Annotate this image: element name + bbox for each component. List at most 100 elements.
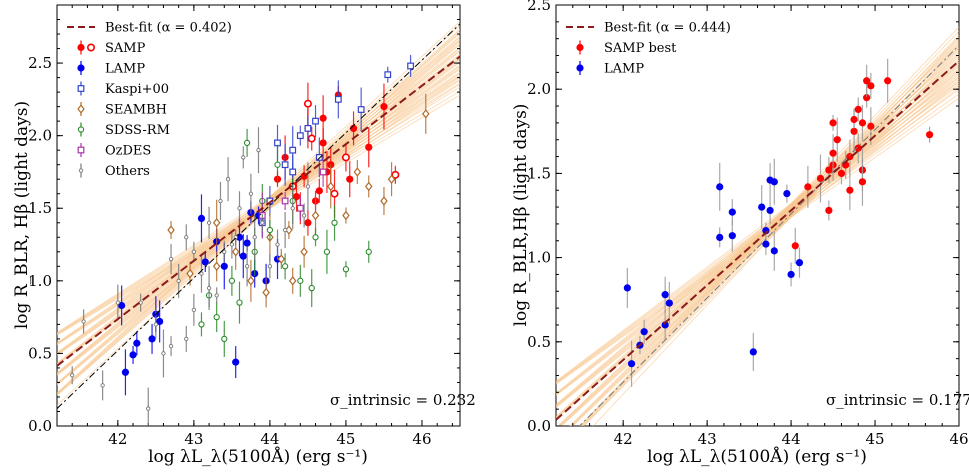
data-point <box>201 258 209 266</box>
data-point <box>275 242 280 247</box>
data-point <box>281 197 289 205</box>
data-point <box>292 193 301 201</box>
left-y-axis-label: log R_BLR, Hβ (light days) <box>12 101 32 329</box>
legend-label: OzDES <box>105 144 151 159</box>
bootstrap-fit-line <box>57 38 460 374</box>
data-point <box>121 368 130 376</box>
y-tick-label: 2.5 <box>527 0 551 14</box>
data-point <box>161 351 166 356</box>
data-point <box>716 183 724 191</box>
data-point <box>804 183 812 191</box>
data-point <box>308 284 315 292</box>
data-point <box>326 181 335 192</box>
data-point <box>833 136 841 144</box>
data-point <box>243 239 251 247</box>
x-tick-label: 46 <box>412 430 431 448</box>
data-point <box>282 227 288 233</box>
data-point <box>312 234 319 241</box>
data-point <box>728 232 736 240</box>
data-point <box>236 299 243 306</box>
data-point <box>319 114 327 122</box>
data-point <box>422 109 430 119</box>
data-point <box>77 85 85 92</box>
data-point <box>311 210 320 221</box>
x-tick-label: 44 <box>782 430 801 448</box>
y-tick-label: 0.5 <box>28 344 52 362</box>
data-point <box>148 335 156 343</box>
data-point <box>77 104 85 114</box>
data-point <box>191 249 197 254</box>
data-point <box>867 82 875 90</box>
data-point <box>213 313 220 321</box>
x-tick-label: 42 <box>614 430 633 448</box>
right-sigma-annotation: σ_intrinsic = 0.177 <box>826 391 969 409</box>
data-point <box>307 134 316 143</box>
data-point <box>716 233 724 241</box>
data-point <box>206 285 212 291</box>
right-panel: 42 43 44 45 46 0.0 0.5 1.0 1.5 2.0 2.5 Best-fit (α… <box>511 0 969 467</box>
data-point <box>319 168 327 176</box>
data-point <box>850 115 858 124</box>
data-point <box>783 190 791 198</box>
data-point <box>304 219 312 227</box>
data-point <box>300 247 308 257</box>
left-panel: 42 43 44 45 46 0.0 0.5 1.0 1.5 2.0 2.5 Best-fit (α… <box>12 4 476 467</box>
data-point <box>323 248 331 255</box>
left-x-axis-label: log λL_λ(5100Å) (erg s⁻¹) <box>148 446 368 467</box>
data-point <box>342 210 350 221</box>
data-point <box>346 175 354 183</box>
left-fit-line <box>57 23 460 409</box>
data-point <box>854 105 862 114</box>
x-tick-label: 42 <box>108 430 127 448</box>
data-point <box>850 127 858 135</box>
data-point <box>197 214 206 223</box>
data-point <box>176 278 181 283</box>
x-tick-label: 45 <box>336 430 355 448</box>
data-point <box>289 168 297 176</box>
data-point <box>766 206 774 215</box>
data-point <box>232 358 240 366</box>
data-point <box>576 43 584 52</box>
y-tick-label: 2.5 <box>28 54 52 72</box>
data-point <box>319 139 327 147</box>
y-tick-label: 2.0 <box>28 127 52 145</box>
data-point <box>214 293 219 298</box>
data-point <box>315 154 323 161</box>
data-point <box>858 119 867 127</box>
data-point <box>384 71 392 79</box>
data-point <box>277 254 286 264</box>
data-point <box>218 198 223 204</box>
data-point <box>829 119 837 127</box>
data-point <box>331 219 338 226</box>
data-point <box>186 268 194 279</box>
data-point <box>787 270 795 279</box>
data-point <box>256 148 261 153</box>
left-sigma-annotation: σ_intrinsic = 0.232 <box>330 391 476 409</box>
data-point <box>407 62 414 70</box>
data-point <box>627 360 636 368</box>
data-point <box>285 225 293 235</box>
data-point <box>168 256 174 262</box>
data-point <box>791 242 799 250</box>
data-point <box>156 317 164 326</box>
y-tick-label: 1.0 <box>527 249 551 267</box>
data-point <box>364 181 373 192</box>
data-point <box>829 149 837 157</box>
data-point <box>153 322 158 327</box>
data-point <box>863 77 871 85</box>
data-point <box>198 321 205 328</box>
data-point <box>146 406 151 411</box>
data-point <box>77 126 85 133</box>
bootstrap-fit-line <box>582 43 959 426</box>
data-point <box>380 103 388 111</box>
data-point <box>758 203 766 211</box>
data-point <box>220 262 228 270</box>
data-point <box>304 124 312 132</box>
bootstrap-fit-line <box>592 37 959 426</box>
data-point <box>237 206 242 211</box>
data-point <box>296 204 304 212</box>
data-point <box>296 132 304 140</box>
legend-label: LAMP <box>604 62 644 77</box>
data-point <box>867 122 875 130</box>
reference-line <box>578 45 959 426</box>
